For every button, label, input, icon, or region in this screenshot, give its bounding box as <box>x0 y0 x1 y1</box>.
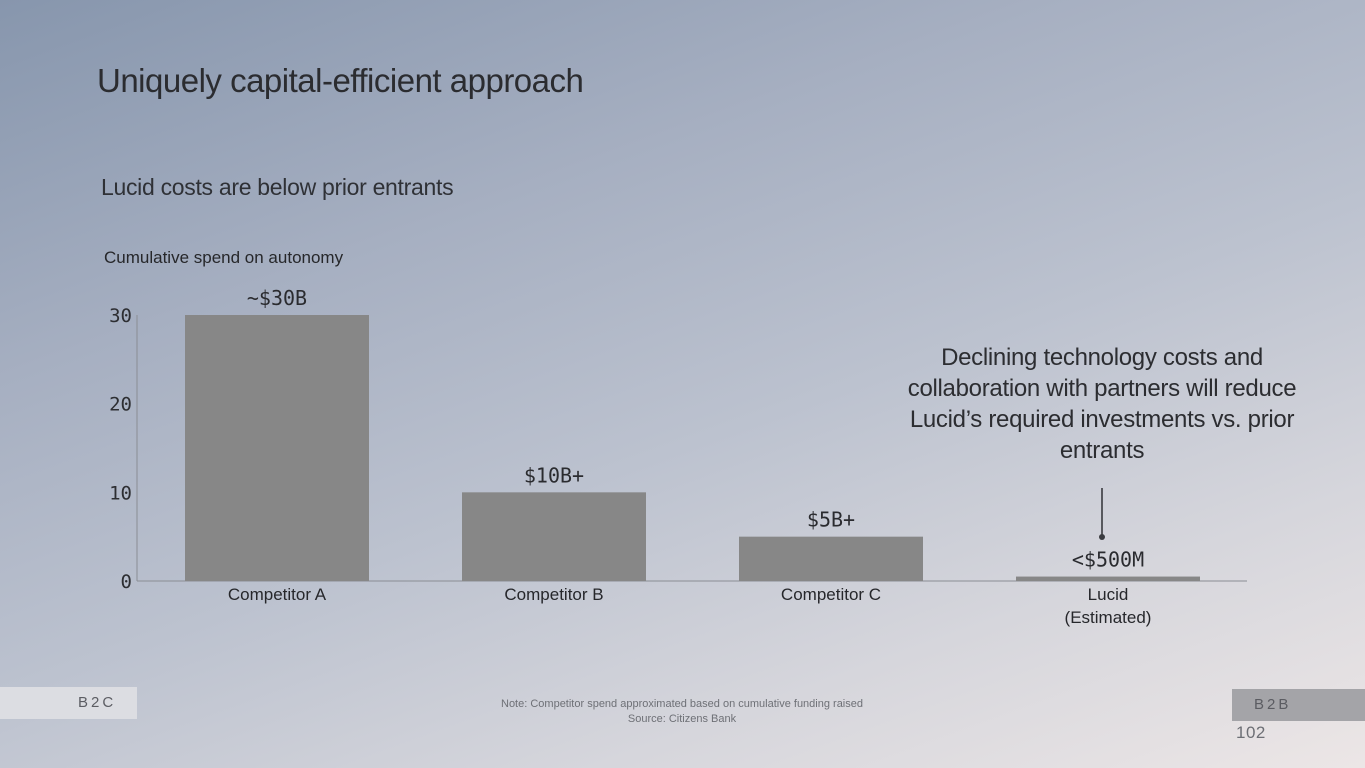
b2c-label: B2C <box>78 694 117 711</box>
bar <box>739 536 923 581</box>
y-tick-label: 30 <box>109 305 132 327</box>
slide-subtitle: Lucid costs are below prior entrants <box>101 174 454 200</box>
slide-title: Uniquely capital-efficient approach <box>97 62 584 99</box>
b2b-nav-button[interactable]: B2B <box>1232 689 1365 721</box>
category-label: Lucid <box>1088 585 1129 604</box>
bar <box>1016 576 1200 581</box>
y-tick-label: 10 <box>109 482 132 504</box>
category-label: Competitor A <box>228 585 327 604</box>
b2c-nav-button[interactable]: B2C <box>0 687 137 719</box>
category-label: Competitor C <box>781 585 881 604</box>
page-number: 102 <box>1236 723 1266 742</box>
footnote: Note: Competitor spend approximated base… <box>432 697 932 727</box>
b2b-label: B2B <box>1254 696 1292 713</box>
category-label: Competitor B <box>504 585 603 604</box>
data-label: ~$30B <box>247 286 307 310</box>
bar <box>185 315 369 581</box>
data-label: <$500M <box>1072 548 1144 572</box>
y-tick-label: 20 <box>109 394 132 416</box>
y-tick-label: 0 <box>121 571 132 593</box>
callout-text: Declining technology costs and collabora… <box>907 344 1297 464</box>
chart-title: Cumulative spend on autonomy <box>104 248 344 267</box>
bar <box>462 492 646 581</box>
data-label: $5B+ <box>807 508 855 532</box>
category-label: (Estimated) <box>1065 608 1152 627</box>
data-label: $10B+ <box>524 463 584 487</box>
callout-connector-dot <box>1099 534 1105 540</box>
footnote-source: Source: Citizens Bank <box>627 713 737 725</box>
footnote-note: Note: Competitor spend approximated base… <box>501 698 863 710</box>
